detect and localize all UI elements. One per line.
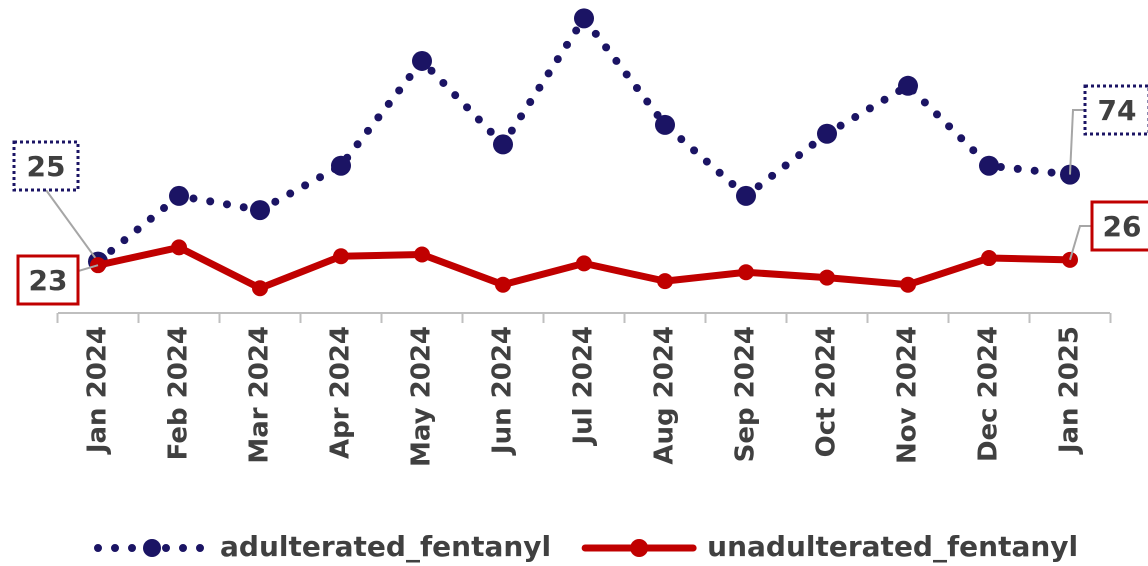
x-tick-label: Mar 2024: [245, 326, 275, 464]
x-tick-label: Oct 2024: [812, 326, 842, 457]
point: [981, 250, 997, 267]
legend-marker: [143, 539, 161, 557]
series-line: [94, 14, 1074, 266]
leader-line: [1069, 109, 1085, 175]
point: [979, 155, 999, 176]
point: [169, 185, 189, 206]
point: [333, 248, 349, 265]
point: [576, 255, 592, 272]
point: [493, 134, 513, 155]
label-box: [1090, 200, 1148, 252]
x-tick-label: Apr 2024: [326, 326, 356, 459]
point: [250, 200, 270, 221]
x-tick-label: Jan 2025: [1055, 326, 1085, 455]
label-box: [12, 140, 80, 192]
x-tick-label: May 2024: [407, 326, 437, 467]
point: [331, 155, 351, 176]
point: [738, 264, 754, 281]
x-tick-label: Dec 2024: [974, 326, 1004, 462]
point: [898, 75, 918, 96]
x-tick-label: Sep 2024: [731, 326, 761, 462]
point: [412, 50, 432, 71]
x-tick-label: Nov 2024: [893, 326, 923, 464]
data-label: 23: [29, 264, 68, 297]
point: [819, 269, 835, 286]
legend-marker: [630, 539, 649, 557]
point: [900, 276, 916, 293]
point: [171, 239, 187, 256]
data-label: 74: [1098, 94, 1137, 127]
leader-line: [45, 189, 99, 263]
label-box: [1083, 84, 1148, 136]
data-label: 26: [1103, 210, 1142, 243]
x-tick-label: Feb 2024: [164, 326, 194, 460]
point: [414, 246, 430, 263]
label-box: [16, 254, 80, 306]
legend-label: unadulterated_fentanyl: [707, 530, 1078, 563]
x-tick-label: Jun 2024: [488, 326, 518, 456]
point: [495, 276, 511, 293]
x-tick-label: Jul 2024: [569, 326, 599, 447]
point: [817, 123, 837, 144]
point: [574, 8, 594, 29]
point: [736, 185, 756, 206]
data-label: 25: [27, 150, 66, 183]
legend-label: adulterated_fentanyl: [220, 530, 551, 563]
leader-line: [1069, 225, 1092, 261]
point: [252, 280, 268, 297]
point: [655, 114, 675, 135]
x-tick-label: Aug 2024: [650, 326, 680, 465]
x-tick-label: Jan 2024: [83, 326, 113, 455]
point: [657, 273, 673, 290]
